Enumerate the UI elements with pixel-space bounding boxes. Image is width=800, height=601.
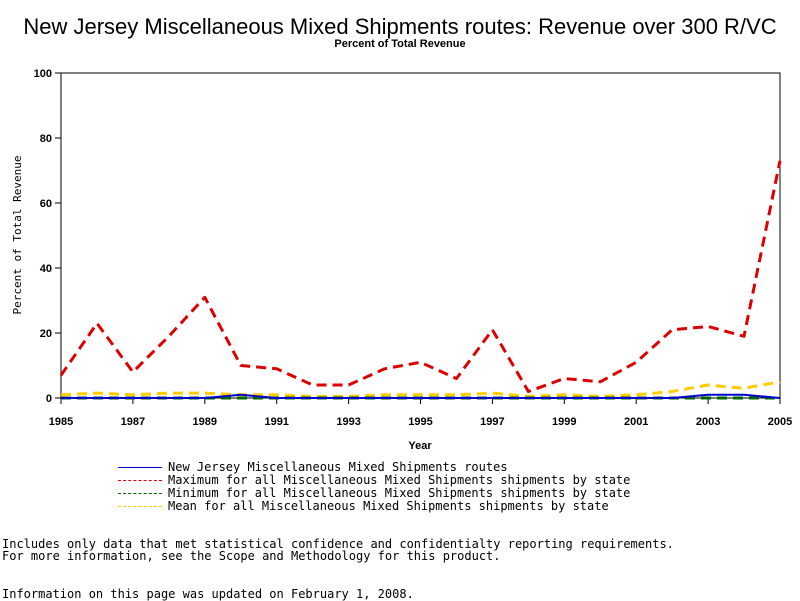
legend-swatch bbox=[118, 467, 162, 468]
x-tick-label: 2003 bbox=[696, 416, 720, 428]
note-methodology: For more information, see the Scope and … bbox=[2, 549, 501, 563]
legend-swatch bbox=[118, 480, 162, 481]
legend-label: New Jersey Miscellaneous Mixed Shipments… bbox=[168, 460, 508, 474]
legend-swatch bbox=[118, 506, 162, 507]
x-tick-label: 2005 bbox=[768, 416, 792, 428]
x-tick-label: 2001 bbox=[624, 416, 648, 428]
note-updated: Information on this page was updated on … bbox=[2, 587, 414, 601]
x-tick-label: 1995 bbox=[408, 416, 432, 428]
x-tick-label: 1999 bbox=[552, 416, 576, 428]
chart-title: New Jersey Miscellaneous Mixed Shipments… bbox=[23, 14, 777, 39]
plot-frame bbox=[60, 72, 781, 399]
series-line-0 bbox=[61, 393, 781, 399]
legend-label: Mean for all Miscellaneous Mixed Shipmen… bbox=[168, 499, 609, 513]
series-line-3 bbox=[60, 380, 781, 398]
y-tick-label: 40 bbox=[40, 263, 52, 275]
x-tick-label: 1997 bbox=[480, 416, 504, 428]
x-tick-label: 1985 bbox=[49, 416, 73, 428]
y-tick-label: 100 bbox=[34, 68, 52, 80]
y-axis-label: Percent of Total Revenue bbox=[11, 156, 24, 315]
y-tick-label: 80 bbox=[40, 133, 52, 145]
x-axis-label: Year bbox=[408, 440, 432, 452]
chart-subtitle: Percent of Total Revenue bbox=[334, 38, 466, 50]
x-tick-label: 1993 bbox=[336, 416, 360, 428]
x-tick-label: 1989 bbox=[193, 416, 217, 428]
y-tick-label: 20 bbox=[40, 328, 52, 340]
legend-label: Maximum for all Miscellaneous Mixed Ship… bbox=[168, 473, 631, 487]
series-line-1 bbox=[59, 160, 782, 393]
x-tick-label: 1991 bbox=[264, 416, 288, 428]
legend-label: Minimum for all Miscellaneous Mixed Ship… bbox=[168, 486, 631, 500]
y-tick-label: 0 bbox=[46, 393, 52, 405]
y-tick-label: 60 bbox=[40, 198, 52, 210]
legend-swatch bbox=[118, 493, 162, 494]
chart-series bbox=[59, 160, 782, 400]
chart-axes: 0 20 40 60 80 100 1985 1987 1989 1991 1993 1995 1997… bbox=[34, 68, 793, 428]
x-tick-label: 1987 bbox=[121, 416, 145, 428]
note-confidence: Includes only data that met statistical … bbox=[2, 537, 674, 551]
